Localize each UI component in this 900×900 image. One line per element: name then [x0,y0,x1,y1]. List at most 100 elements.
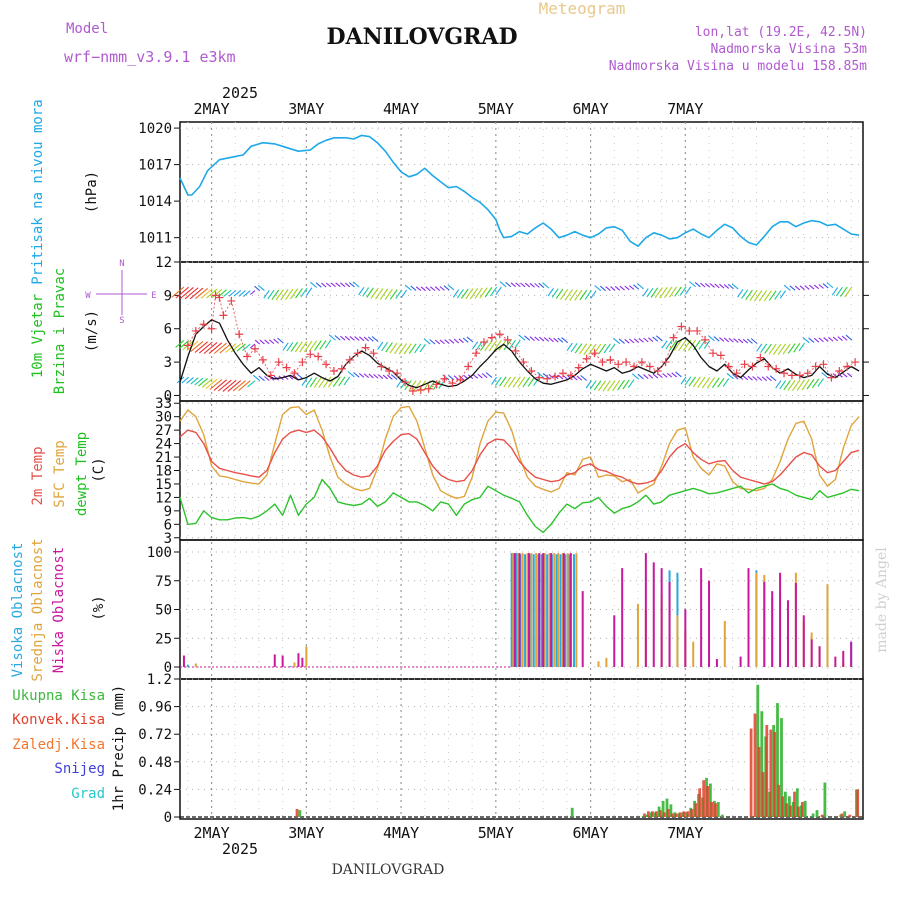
wind-arrow [792,379,801,391]
wind-arrow [845,334,853,341]
wind-arrow [206,288,218,299]
wind-arrow [675,371,682,378]
wind-gust-mark [764,362,773,371]
wind-arrow [469,287,479,300]
wind-arrow [325,282,332,288]
temperature-ytick-label: 3 [164,531,172,547]
wind-arrow [499,281,507,288]
wind-arrow [684,286,692,295]
wind-arrow [633,284,640,290]
wind-gust-mark [661,358,670,367]
precip-bar-convective [643,813,646,817]
wind-arrow [286,342,294,352]
wind-arrow [179,340,190,349]
precip-bar-convective [706,786,709,817]
wind-arrow [353,372,360,378]
precip-bar-convective [678,812,682,817]
wind-arrow [242,290,251,298]
bottom-day-label: 6MAY [573,824,609,842]
wind-arrow [354,336,360,341]
wind-arrow [275,289,284,301]
model-name: wrf−nmm_v3.9.1 e3km [64,48,236,66]
top-day-label: 6MAY [573,100,609,118]
grid-layer [180,122,863,819]
wind-arrow [389,289,398,300]
wind-ytick-label: 6 [164,322,172,338]
wind-gust-mark [582,354,591,363]
precip-bar-convective [856,789,860,817]
pressure-unit: (hPa) [84,171,100,213]
wind-gust-mark [191,326,200,335]
wind-arrow [782,343,791,355]
precip-ytick-label: 1.2 [147,672,172,688]
wind-arrow [377,341,384,350]
wind-gust-mark [574,363,583,372]
wind-arrow [292,374,299,380]
pressure-mslp-line [179,134,860,247]
wind-gust-mark [274,358,283,367]
wind-arrow [348,282,355,288]
wind-arrow [585,380,592,389]
wind-arrow [338,376,346,387]
wind-arrow [186,340,199,352]
wind-arrow [701,376,711,389]
wind-arrow [817,378,824,387]
wind-gust-mark [795,371,804,380]
wind-arrow [225,343,237,353]
wind-arrow [259,339,265,345]
wind-arrow [529,282,535,288]
precip-bar-convective [682,811,686,818]
wind-arrow [799,285,805,291]
wind-arrow [290,341,299,352]
wind-arrow [671,372,678,378]
wind-arrow [300,287,308,298]
wind-arrow [190,377,199,385]
wind-arrow [704,282,711,288]
wind-arrow [222,379,237,392]
wind-arrow [633,338,640,343]
wind-arrow [505,281,512,288]
wind-gust-mark [215,293,224,302]
wind-arrow [769,375,777,382]
wind-arrow [250,290,256,295]
wind-arrow [238,290,246,297]
wind-arrow [343,376,351,386]
wind-arrow [610,286,616,291]
wind-arrow [756,343,763,352]
top-day-labels: 2MAY 3MAY 4MAY 5MAY 6MAY 7MAY [194,100,704,118]
precip-ytick-label: 0.24 [138,782,172,798]
wind-arrow [396,379,403,388]
wind-gust-mark [298,358,307,367]
wind-arrow [195,287,208,300]
top-day-label: 7MAY [667,100,703,118]
temperature-unit: (C) [91,457,107,482]
wind-gust-mark [851,358,860,367]
wind-arrow [666,372,673,378]
wind-arrow [510,282,516,288]
bottom-day-label: 2MAY [194,824,230,842]
precip-bar-convective [698,788,702,818]
wind-gust-mark [448,379,457,388]
precip-bar-convective [654,811,658,818]
wind-arrow [201,378,213,388]
wind-arrow [547,287,554,297]
wind-arrow [389,342,398,354]
temperature-ytick-label: 9 [164,504,172,520]
wind-gust-mark [835,366,844,375]
bottom-day-label: 5MAY [478,824,514,842]
precip-bar-convective [785,803,788,817]
wind-arrow [271,289,280,300]
clouds-ytick-label: 50 [155,603,172,619]
wind-arrow [471,341,479,350]
wind-arrow [319,340,327,350]
wind-arrow [267,289,275,300]
wind-gust-mark [780,369,789,378]
wind-arrow [524,335,531,341]
wind-arrow [566,342,573,351]
temperature-ytick-label: 33 [155,396,172,412]
wind-arrow [198,378,208,387]
legend-convective-rain: Konvek.Kisa [12,712,105,728]
wind-arrow [458,375,464,380]
wind-gust-mark [290,369,299,378]
temperature-ytick-label: 18 [155,464,172,480]
